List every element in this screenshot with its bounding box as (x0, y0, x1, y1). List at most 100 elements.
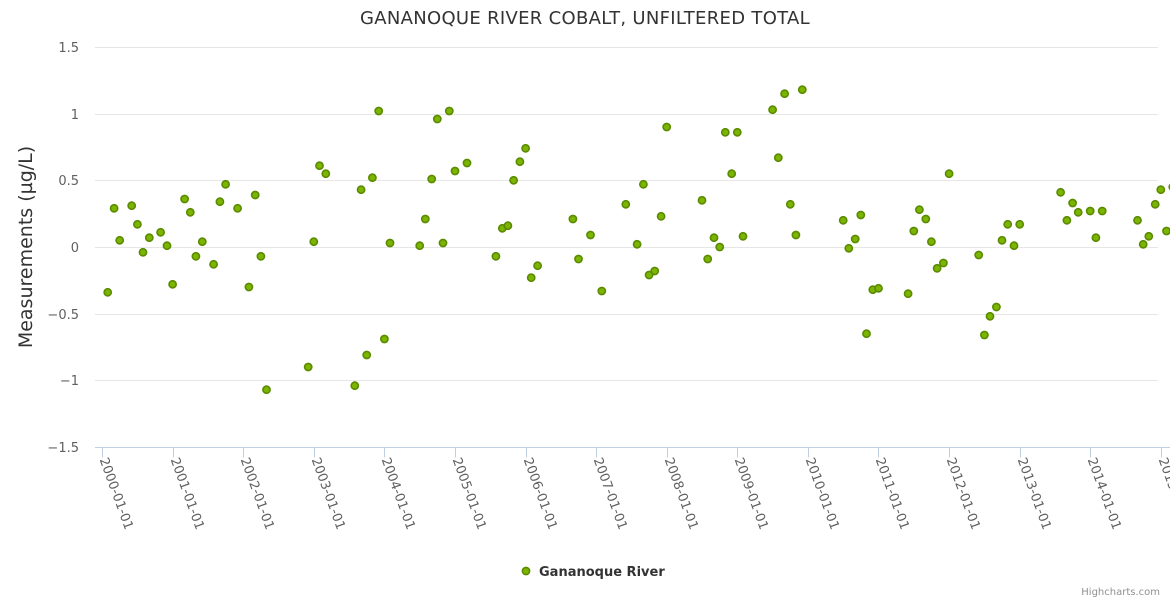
data-point[interactable] (1056, 187, 1065, 197)
data-point[interactable] (985, 311, 995, 321)
data-point[interactable] (103, 287, 113, 297)
data-point[interactable] (420, 214, 430, 224)
data-point[interactable] (856, 210, 866, 220)
data-point[interactable] (521, 143, 530, 153)
data-point[interactable] (197, 237, 207, 247)
data-point[interactable] (162, 241, 172, 251)
data-point[interactable] (915, 205, 924, 215)
data-point[interactable] (597, 286, 607, 296)
data-point[interactable] (1015, 219, 1025, 229)
data-point[interactable] (427, 174, 437, 184)
data-point[interactable] (444, 106, 454, 116)
data-point[interactable] (379, 334, 389, 344)
data-point[interactable] (256, 251, 266, 261)
data-point[interactable] (656, 211, 666, 221)
data-point[interactable] (874, 283, 883, 293)
data-point[interactable] (773, 153, 783, 163)
data-point[interactable] (180, 194, 189, 204)
data-point[interactable] (109, 203, 119, 213)
data-point[interactable] (568, 214, 578, 224)
data-point[interactable] (127, 201, 137, 211)
data-point[interactable] (697, 195, 707, 205)
data-point[interactable] (944, 169, 954, 179)
data-point[interactable] (932, 263, 942, 273)
data-point[interactable] (791, 230, 801, 240)
data-point[interactable] (1009, 241, 1019, 251)
data-point[interactable] (921, 214, 931, 224)
data-point[interactable] (503, 221, 513, 231)
data-point[interactable] (315, 161, 324, 171)
data-point[interactable] (709, 233, 719, 243)
data-point[interactable] (574, 254, 583, 264)
data-point[interactable] (233, 203, 242, 213)
data-point[interactable] (732, 127, 742, 137)
data-point[interactable] (797, 85, 807, 95)
data-point[interactable] (515, 157, 525, 167)
data-point[interactable] (144, 233, 154, 243)
data-point[interactable] (250, 190, 260, 200)
data-point[interactable] (992, 302, 1001, 312)
data-point[interactable] (586, 230, 595, 240)
data-point[interactable] (438, 238, 448, 248)
data-point[interactable] (1073, 207, 1083, 217)
data-point[interactable] (168, 279, 177, 289)
data-point[interactable] (462, 158, 472, 168)
credits-link[interactable]: Highcharts.com (1081, 587, 1160, 598)
data-point[interactable] (262, 385, 271, 395)
series-gananoque-river[interactable] (103, 85, 1170, 395)
legend-label[interactable]: Gananoque River (539, 565, 665, 580)
data-point[interactable] (509, 175, 518, 185)
data-point[interactable] (1097, 206, 1107, 216)
data-point[interactable] (1138, 239, 1148, 249)
data-point[interactable] (980, 330, 989, 340)
data-point[interactable] (850, 234, 860, 244)
data-point[interactable] (1091, 233, 1101, 243)
data-point[interactable] (374, 106, 384, 116)
data-point[interactable] (939, 258, 948, 268)
data-point[interactable] (1162, 226, 1170, 236)
data-point[interactable] (526, 273, 536, 283)
data-point[interactable] (450, 166, 460, 176)
data-point[interactable] (1150, 199, 1160, 209)
legend[interactable]: Gananoque River (521, 565, 665, 580)
data-point[interactable] (838, 215, 848, 225)
data-point[interactable] (115, 235, 125, 245)
data-point[interactable] (738, 231, 748, 241)
data-point[interactable] (662, 122, 672, 132)
data-point[interactable] (309, 237, 319, 247)
data-point[interactable] (533, 261, 542, 271)
data-point[interactable] (780, 89, 789, 99)
data-point[interactable] (1156, 185, 1166, 195)
data-point[interactable] (303, 362, 313, 372)
data-point[interactable] (432, 114, 442, 124)
data-point[interactable] (1144, 231, 1154, 241)
data-point[interactable] (903, 289, 913, 299)
data-point[interactable] (768, 105, 777, 115)
data-point[interactable] (703, 254, 713, 264)
data-point[interactable] (132, 219, 142, 229)
data-point[interactable] (909, 226, 919, 236)
data-point[interactable] (138, 247, 148, 257)
data-point[interactable] (356, 185, 366, 195)
data-point[interactable] (715, 242, 725, 252)
data-point[interactable] (1003, 219, 1013, 229)
data-point[interactable] (650, 266, 660, 276)
data-point[interactable] (185, 207, 195, 217)
data-point[interactable] (191, 251, 201, 261)
data-point[interactable] (1062, 215, 1072, 225)
data-point[interactable] (1133, 215, 1142, 225)
data-point[interactable] (621, 199, 631, 209)
data-point[interactable] (221, 179, 230, 189)
data-point[interactable] (1085, 206, 1095, 216)
data-point[interactable] (862, 329, 871, 339)
data-point[interactable] (927, 237, 936, 247)
data-point[interactable] (350, 381, 360, 391)
data-point[interactable] (215, 197, 225, 207)
data-point[interactable] (639, 179, 648, 189)
data-point[interactable] (1068, 198, 1077, 208)
data-point[interactable] (491, 251, 501, 261)
data-point[interactable] (997, 235, 1007, 245)
data-point[interactable] (415, 241, 425, 251)
data-point[interactable] (844, 243, 854, 253)
data-point[interactable] (362, 350, 372, 360)
